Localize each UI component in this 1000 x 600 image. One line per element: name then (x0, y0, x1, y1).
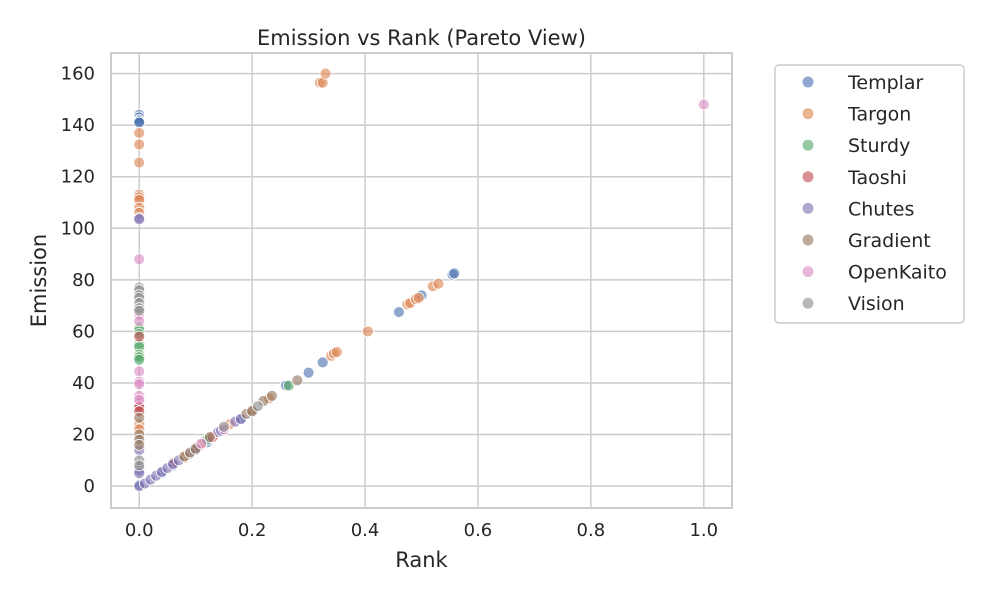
y-tick-label: 160 (61, 64, 95, 85)
data-point (282, 379, 295, 392)
x-tick-label: 0.8 (577, 520, 606, 541)
data-point (302, 366, 315, 379)
legend-label: Targon (847, 104, 911, 126)
legend-marker (802, 76, 814, 88)
legend-items: Templar Targon Sturdy Taoshi Chutes Gradient O… (802, 72, 947, 315)
y-tick-label: 140 (61, 115, 95, 136)
data-point (412, 292, 425, 304)
data-point (697, 98, 710, 111)
data-point (133, 393, 146, 406)
data-point (319, 67, 332, 80)
data-point (133, 330, 146, 343)
data-point (316, 356, 329, 369)
data-point (133, 438, 146, 451)
legend-label: Taoshi (847, 167, 907, 189)
legend-marker (802, 171, 814, 183)
data-point (133, 253, 146, 266)
data-points (133, 67, 710, 492)
data-point (265, 389, 278, 402)
data-point (133, 378, 146, 391)
y-tick-label: 40 (72, 373, 95, 394)
y-axis-label: Emission (27, 234, 51, 327)
legend-box (774, 64, 965, 324)
series-vision (133, 281, 264, 472)
legend-marker (802, 108, 814, 120)
data-point (133, 411, 146, 424)
legend-label: Templar (847, 72, 924, 94)
legend-label: Vision (848, 293, 905, 315)
legend-item-sturdy: Sturdy (802, 135, 910, 157)
legend-label: Chutes (848, 198, 914, 220)
data-point (251, 400, 264, 413)
data-point (133, 459, 146, 472)
data-point (448, 267, 461, 280)
data-point (133, 116, 146, 129)
data-point (432, 277, 445, 290)
x-tick-label: 0.4 (351, 520, 380, 541)
legend-item-chutes: Chutes (802, 198, 914, 220)
data-point (133, 365, 146, 378)
data-point (195, 437, 208, 450)
data-point (393, 306, 405, 318)
x-tick-label: 0.2 (238, 520, 267, 541)
data-point (218, 420, 230, 433)
data-point (133, 304, 146, 317)
legend-label: OpenKaito (848, 262, 947, 284)
legend-marker (802, 202, 814, 214)
chart-title: Emission vs Rank (Pareto View) (257, 26, 586, 50)
x-tick-label: 0.6 (464, 520, 493, 541)
data-point (133, 138, 146, 151)
x-tick-label: 1.0 (689, 520, 718, 541)
legend-marker (802, 234, 814, 246)
legend-label: Sturdy (848, 135, 910, 157)
y-tick-label: 60 (72, 321, 95, 342)
legend-marker (802, 297, 814, 309)
data-point (133, 156, 146, 169)
y-tick-label: 20 (72, 425, 95, 446)
legend-item-templar: Templar (802, 72, 924, 94)
plot-frame (110, 52, 733, 509)
data-point (133, 353, 146, 366)
x-tick-label: 0.0 (125, 520, 154, 541)
y-tick-label: 120 (61, 167, 95, 188)
y-tick-label: 100 (61, 218, 95, 239)
data-point (330, 346, 343, 358)
legend-item-gradient: Gradient (802, 230, 931, 252)
data-point (361, 325, 374, 338)
legend-item-openkaito: OpenKaito (802, 262, 947, 284)
data-point (133, 315, 146, 328)
data-point (291, 374, 304, 387)
data-point (133, 127, 146, 139)
legend-marker (802, 266, 814, 278)
x-axis-label: Rank (395, 548, 448, 572)
y-tick-label: 80 (72, 270, 95, 291)
legend: Templar Targon Sturdy Taoshi Chutes Gradient O… (774, 64, 965, 324)
legend-item-vision: Vision (802, 293, 905, 315)
legend-label: Gradient (848, 230, 931, 252)
legend-marker (802, 139, 814, 151)
y-tick-label: 0 (84, 476, 95, 497)
legend-item-targon: Targon (802, 104, 911, 126)
y-tick-labels: 0 20 40 60 80 100 120 140 160 (61, 64, 95, 497)
legend-item-taoshi: Taoshi (802, 167, 907, 189)
data-point (203, 431, 216, 444)
data-point (133, 213, 146, 226)
x-tick-labels: 0.0 0.2 0.4 0.6 0.8 1.0 (125, 520, 718, 541)
